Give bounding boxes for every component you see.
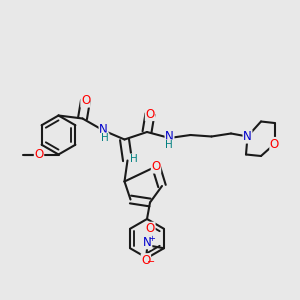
Text: −: −	[147, 257, 155, 267]
Text: O: O	[141, 254, 151, 267]
Text: O: O	[34, 148, 43, 161]
Text: O: O	[152, 160, 160, 173]
Text: H: H	[130, 154, 138, 164]
Text: O: O	[146, 222, 155, 235]
Text: N: N	[165, 130, 174, 143]
Text: O: O	[146, 107, 154, 121]
Text: O: O	[81, 94, 90, 107]
Text: H: H	[101, 133, 109, 143]
Text: O: O	[270, 137, 279, 151]
Text: H: H	[165, 140, 172, 150]
Text: N: N	[243, 130, 252, 143]
Text: N: N	[99, 122, 108, 136]
Text: N: N	[143, 236, 152, 249]
Text: +: +	[148, 234, 155, 243]
